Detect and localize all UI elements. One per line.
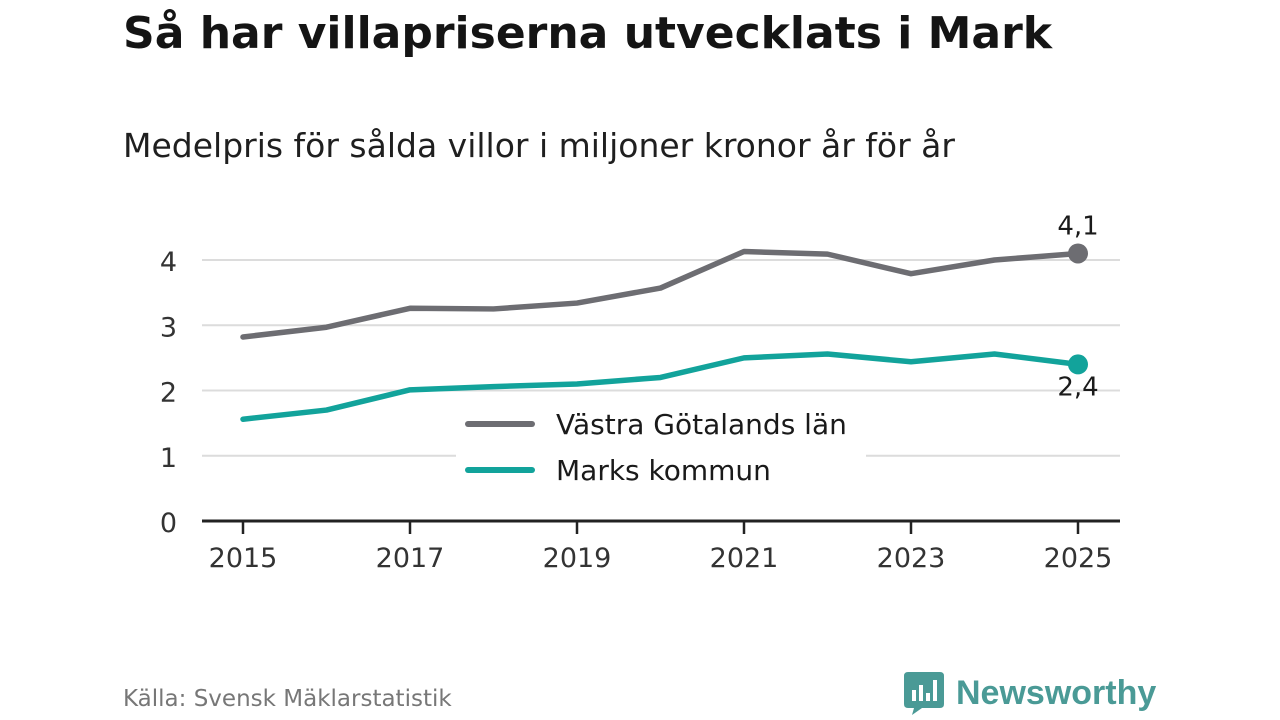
x-tick-label: 2021 [710, 543, 779, 574]
newsworthy-logo-icon [904, 672, 944, 715]
legend-label: Västra Götalands län [556, 408, 847, 441]
legend-box [456, 398, 866, 494]
series-line-vastra-gotaland [240, 248, 1081, 340]
x-tick-label: 2019 [543, 543, 612, 574]
end-value-label: 2,4 [1057, 372, 1098, 402]
y-tick-label: 0 [160, 508, 177, 539]
x-tick-label: 2023 [877, 543, 946, 574]
chart-subtitle: Medelpris för sålda villor i miljoner kr… [123, 126, 955, 165]
x-tick-label: 2025 [1044, 543, 1113, 574]
end-point-marker [1068, 354, 1088, 375]
end-point-marker [1068, 243, 1088, 264]
x-tick-label: 2017 [376, 543, 445, 574]
y-tick-label: 3 [160, 312, 177, 343]
brand-logo: Newsworthy [902, 670, 1156, 716]
legend-label: Marks kommun [556, 454, 771, 487]
chart-title: Så har villapriserna utvecklats i Mark [123, 8, 1053, 59]
end-value-label: 4,1 [1057, 211, 1098, 241]
source-note: Källa: Svensk Mäklarstatistik [123, 686, 452, 712]
y-tick-label: 4 [160, 247, 177, 278]
brand-name: Newsworthy [956, 673, 1157, 712]
x-tick-label: 2015 [209, 543, 278, 574]
y-tick-label: 1 [160, 443, 177, 474]
y-tick-label: 2 [160, 378, 177, 409]
